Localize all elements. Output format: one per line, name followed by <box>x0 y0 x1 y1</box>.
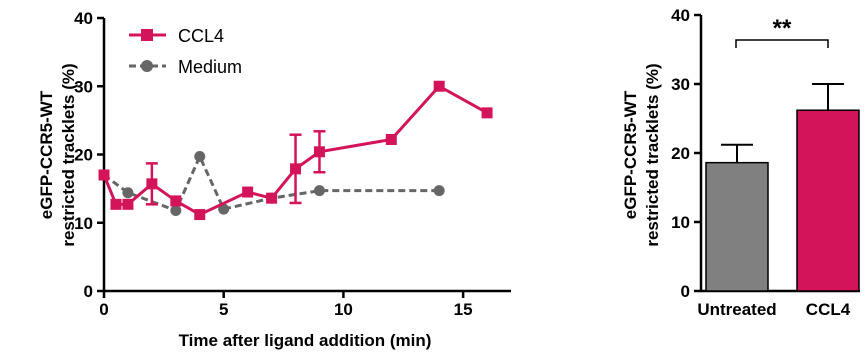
left-x-tick-label: 5 <box>219 300 228 319</box>
significance-bracket <box>735 39 829 48</box>
left-x-ticks: 0 5 10 15 <box>99 291 473 319</box>
data-point-medium <box>313 185 325 197</box>
right-y-tick-label: 30 <box>671 75 690 94</box>
data-point-ccl4 <box>481 107 493 119</box>
line-chart: eGFP-CCR5-WT restricted tracklets (%) Ti… <box>37 9 511 350</box>
data-point-ccl4 <box>170 195 182 207</box>
bar-group: Untreated CCL4 <box>697 83 860 319</box>
bar-untreated <box>705 161 769 292</box>
bar-group-ccl4: CCL4 <box>796 83 860 319</box>
left-y-tick-label: 20 <box>74 146 93 165</box>
left-y-tick-label: 10 <box>74 214 93 233</box>
bar-chart: eGFP-CCR5-WT restricted tracklets (%) 0 1… <box>621 6 860 319</box>
left-x-tick-label: 10 <box>334 300 353 319</box>
left-y-axis-title-line1: eGFP-CCR5-WT <box>37 90 56 219</box>
data-point-medium <box>170 204 182 216</box>
right-y-axis-title-line1: eGFP-CCR5-WT <box>621 90 640 219</box>
left-x-axis-title: Time after ligand addition (min) <box>179 331 432 350</box>
left-y-ticks: 0 10 20 30 40 <box>74 9 104 301</box>
right-y-tick-label: 10 <box>671 213 690 232</box>
left-x-tick-label: 0 <box>99 300 108 319</box>
legend-label-ccl4: CCL4 <box>178 26 224 46</box>
data-point-ccl4 <box>290 163 302 175</box>
data-point-medium <box>122 187 134 199</box>
left-y-tick-label: 40 <box>74 9 93 28</box>
legend-marker-ccl4 <box>141 29 153 41</box>
significance-annotation: ** <box>735 15 829 48</box>
significance-label: ** <box>773 15 792 42</box>
data-point-ccl4 <box>266 192 278 204</box>
right-y-axis-title: eGFP-CCR5-WT restricted tracklets (%) <box>621 63 662 246</box>
data-point-ccl4 <box>146 178 158 190</box>
legend-item-medium: Medium <box>129 57 242 77</box>
data-point-medium <box>194 151 206 163</box>
data-point-ccl4 <box>98 169 110 181</box>
line-series-group <box>98 80 493 221</box>
legend: CCL4 Medium <box>129 26 242 77</box>
right-y-tick-label: 20 <box>671 144 690 163</box>
bar-group-untreated: Untreated <box>697 143 777 319</box>
data-point-ccl4 <box>313 146 325 158</box>
data-point-ccl4 <box>194 209 206 221</box>
data-point-ccl4 <box>110 198 122 210</box>
data-point-ccl4 <box>122 198 134 210</box>
right-y-ticks: 0 10 20 30 40 <box>671 6 701 301</box>
data-point-medium <box>433 185 445 197</box>
legend-label-medium: Medium <box>178 57 242 77</box>
legend-marker-medium <box>141 60 153 72</box>
left-y-tick-label: 0 <box>84 282 93 301</box>
legend-item-ccl4: CCL4 <box>129 26 224 46</box>
bar-ccl4 <box>796 109 860 292</box>
series-ccl4 <box>98 80 493 221</box>
data-point-ccl4 <box>242 186 254 198</box>
left-x-tick-label: 15 <box>454 300 473 319</box>
right-y-tick-label: 40 <box>671 6 690 25</box>
bar-category-label: CCL4 <box>806 300 851 319</box>
left-y-axis-title: eGFP-CCR5-WT restricted tracklets (%) <box>37 63 78 246</box>
data-point-ccl4 <box>385 133 397 145</box>
data-point-ccl4 <box>433 80 445 92</box>
bar-category-label: Untreated <box>697 300 776 319</box>
left-y-axis-title-line2: restricted tracklets (%) <box>59 63 78 246</box>
left-y-tick-label: 30 <box>74 77 93 96</box>
data-point-medium <box>218 203 230 215</box>
right-y-axis-title-line2: restricted tracklets (%) <box>643 63 662 246</box>
right-y-tick-label: 0 <box>681 282 690 301</box>
